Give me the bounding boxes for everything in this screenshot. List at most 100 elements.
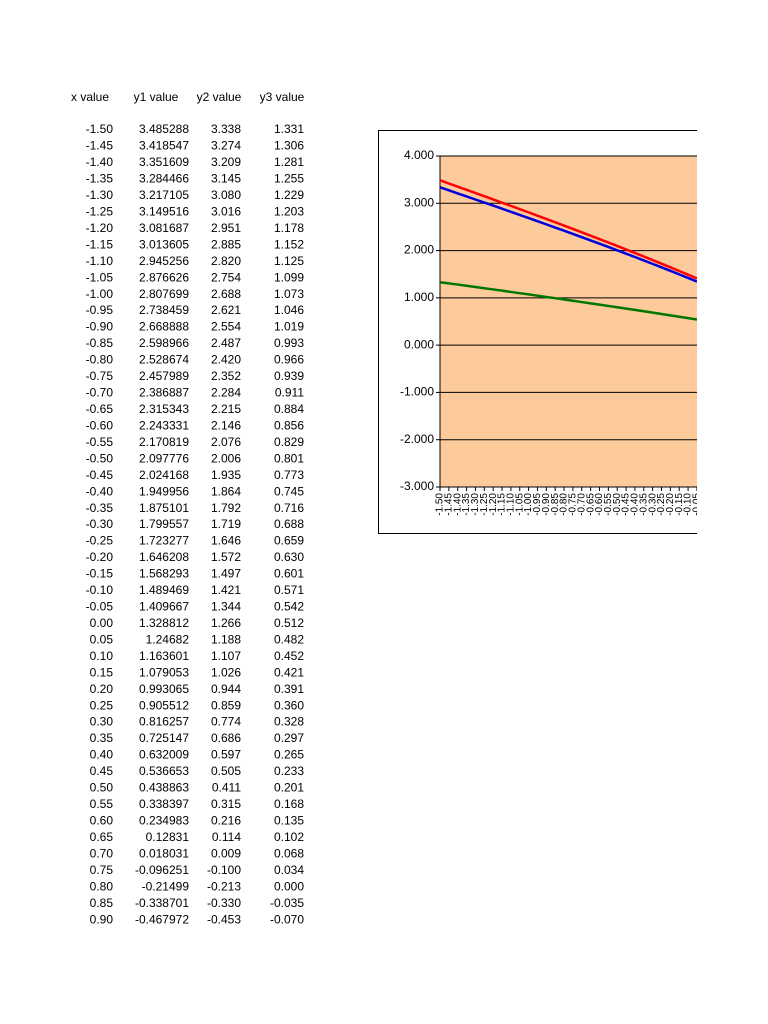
cell: 0.068: [274, 846, 304, 860]
cell: -0.40: [86, 484, 114, 498]
cell: 3.013605: [139, 237, 189, 251]
cell: 0.20: [90, 682, 114, 696]
cell: 2.024168: [139, 468, 189, 482]
cell: 3.149516: [139, 204, 189, 218]
x-tick-label: -1.20: [488, 493, 499, 516]
cell: 0.265: [274, 748, 304, 762]
cell: 0.773: [274, 468, 304, 482]
cell: 0.25: [90, 698, 114, 712]
x-tick-label: -0.75: [568, 493, 579, 516]
cell: -0.55: [86, 435, 114, 449]
cell: -0.70: [86, 386, 114, 400]
x-tick-label: -1.30: [470, 493, 481, 516]
cell: 0.774: [211, 715, 241, 729]
cell: 0.114: [212, 830, 241, 844]
series-line: [439, 186, 697, 283]
cell: 2.554: [211, 320, 241, 334]
cell: 1.409667: [139, 600, 189, 614]
x-tick-label: -1.10: [506, 493, 517, 516]
cell: -0.213: [207, 879, 241, 893]
cell: 2.885: [211, 237, 241, 251]
cell: -0.453: [207, 912, 241, 926]
cell: 0.12831: [146, 830, 190, 844]
cell: 0.686: [211, 731, 241, 745]
cell: 1.125: [274, 254, 304, 268]
cell: 1.188: [211, 632, 241, 646]
cell: -0.21499: [142, 879, 190, 893]
cell: 0.816257: [139, 715, 189, 729]
cell: 0.00: [90, 616, 114, 630]
cell: 0.452: [274, 649, 304, 663]
cell: 3.209: [211, 155, 241, 169]
cell: 0.482: [274, 632, 304, 646]
column-header: y1 value: [134, 90, 179, 104]
cell: 0.297: [274, 731, 304, 745]
cell: 2.420: [211, 353, 241, 367]
x-tick-label: -0.15: [674, 493, 685, 516]
cell: 0.30: [90, 715, 114, 729]
cell: 0.201: [274, 781, 304, 795]
x-tick-label: -0.70: [576, 493, 587, 516]
cell: 2.243331: [139, 418, 189, 432]
cell: 1.646208: [139, 550, 189, 564]
x-tick-label: -0.35: [638, 493, 649, 516]
cell: 0.60: [90, 813, 114, 827]
cell: -0.070: [270, 912, 304, 926]
cell: 2.386887: [139, 386, 189, 400]
cell: -1.00: [86, 287, 114, 301]
cell: 2.146: [211, 418, 241, 432]
cell: 1.875101: [139, 501, 189, 515]
cell: 2.097776: [139, 451, 189, 465]
cell: 2.284: [211, 386, 241, 400]
cell: -0.035: [270, 896, 304, 910]
cell: 1.792: [211, 501, 241, 515]
cell: 1.026: [211, 665, 241, 679]
y-tick-label: 1.000: [404, 290, 434, 304]
cell: 0.601: [274, 567, 304, 581]
x-tick-label: -0.85: [550, 493, 561, 516]
x-tick-label: -0.20: [665, 493, 676, 516]
cell: -0.330: [207, 896, 241, 910]
cell: 1.019: [274, 320, 304, 334]
cell: 0.338397: [139, 797, 189, 811]
cell: 1.949956: [139, 484, 189, 498]
x-tick-label: -0.45: [621, 493, 632, 516]
cell: 2.951: [211, 221, 241, 235]
cell: 0.90: [90, 912, 114, 926]
x-tick-label: -0.05: [692, 493, 703, 516]
cell: 2.528674: [139, 353, 189, 367]
cell: 1.331: [274, 122, 304, 136]
cell: 0.315: [211, 797, 241, 811]
cell: -0.75: [86, 369, 114, 383]
x-tick-label: -1.50: [435, 493, 446, 516]
x-tick-label: -0.40: [630, 493, 641, 516]
cell: 2.738459: [139, 303, 189, 317]
cell: -0.35: [86, 501, 114, 515]
cell: 0.542: [274, 600, 304, 614]
cell: 0.009: [211, 846, 241, 860]
cell: 0.50: [90, 781, 114, 795]
cell: 0.05: [90, 632, 114, 646]
cell: 1.107: [211, 649, 241, 663]
y-tick-label: 4.000: [404, 148, 434, 162]
cell: 2.668888: [139, 320, 189, 334]
cell: 3.338: [211, 122, 241, 136]
cell: 2.487: [211, 336, 241, 350]
x-tick-label: -0.80: [559, 493, 570, 516]
cell: 0.328: [274, 715, 304, 729]
cell: 1.178: [274, 221, 304, 235]
cell: 1.306: [274, 139, 304, 153]
cell: 3.485288: [139, 122, 189, 136]
cell: 1.935: [211, 468, 241, 482]
cell: 0.905512: [139, 698, 189, 712]
cell: -0.65: [86, 402, 114, 416]
cell: 0.725147: [139, 731, 189, 745]
cell: 2.876626: [139, 270, 189, 284]
cell: -0.30: [86, 517, 114, 531]
cell: 1.266: [211, 616, 241, 630]
cell: 3.016: [211, 204, 241, 218]
cell: 0.659: [274, 534, 304, 548]
x-tick-label: -1.25: [479, 493, 490, 516]
cell: -0.20: [86, 550, 114, 564]
